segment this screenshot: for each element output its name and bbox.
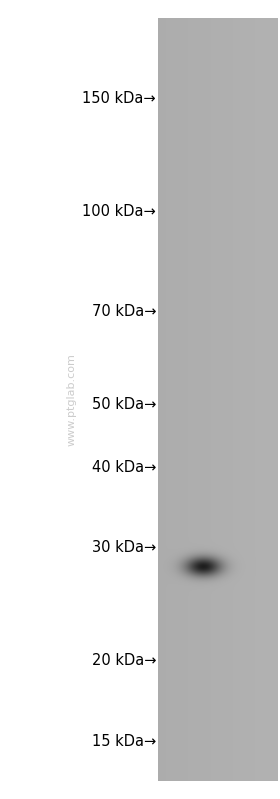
Text: 150 kDa→: 150 kDa→ xyxy=(82,91,156,105)
Text: 40 kDa→: 40 kDa→ xyxy=(92,459,156,475)
Text: 70 kDa→: 70 kDa→ xyxy=(92,304,156,319)
Text: 100 kDa→: 100 kDa→ xyxy=(82,204,156,219)
Text: 15 kDa→: 15 kDa→ xyxy=(92,733,156,749)
Text: 20 kDa→: 20 kDa→ xyxy=(92,654,156,668)
Text: www.ptglab.com: www.ptglab.com xyxy=(66,353,76,446)
Text: 50 kDa→: 50 kDa→ xyxy=(92,397,156,412)
Text: 30 kDa→: 30 kDa→ xyxy=(92,540,156,555)
